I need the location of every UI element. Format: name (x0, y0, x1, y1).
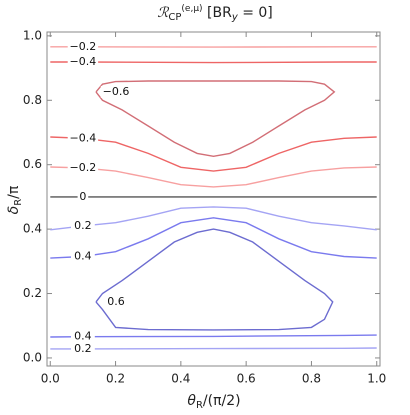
x-tick-label: 0.8 (302, 372, 321, 386)
contour-label: −0.6 (103, 85, 130, 98)
contour-line (50, 136, 377, 172)
contour-line (50, 334, 377, 338)
x-axis-label: θR/(π/2) (187, 393, 240, 411)
contour-label: 0 (79, 190, 86, 203)
contour-label: 0.6 (107, 295, 125, 308)
title-part: = 0] (238, 5, 273, 21)
contour-label-bg (67, 161, 99, 174)
contour-label-bg (71, 330, 95, 343)
contour-label: −0.4 (70, 131, 97, 144)
contour-label: −0.4 (70, 55, 97, 68)
y-tick-label: 0.4 (23, 222, 42, 236)
x-tick-label: 0.4 (171, 372, 190, 386)
contour-label-bg (104, 295, 128, 308)
title-part: (e,μ) (181, 4, 202, 14)
contour-line (50, 347, 377, 350)
contour-label-bg (71, 250, 95, 263)
contour-line (50, 217, 377, 259)
contour-label-bg (71, 342, 95, 355)
contour-label: 0.4 (74, 330, 92, 343)
y-label-part: /π (6, 185, 22, 199)
contour-label: 0.2 (74, 219, 92, 232)
y-tick-label: 0.0 (23, 350, 42, 364)
x-tick-label: 0.6 (237, 372, 256, 386)
x-tick-label: 1.0 (367, 372, 386, 386)
contour-label: 0.2 (74, 342, 92, 355)
plot-frame (46, 31, 381, 367)
contour-label: −0.2 (70, 161, 97, 174)
contour-label-bg (100, 85, 132, 98)
y-tick-label: 1.0 (23, 28, 42, 42)
contour-line (95, 80, 336, 158)
y-tick-label: 0.8 (23, 93, 42, 107)
contour-line (95, 228, 334, 331)
title-part: y (231, 12, 239, 23)
x-label-part: R (196, 400, 203, 411)
contour-label-bg (77, 190, 89, 203)
y-label-part: δ (6, 206, 22, 215)
x-label-part: θ (187, 393, 196, 409)
contour-line (50, 61, 377, 64)
contour-line (50, 206, 377, 231)
contour-label-bg (67, 55, 99, 68)
contour-label-bg (71, 219, 95, 232)
contour-line (50, 166, 377, 188)
title-part: ℛ (157, 5, 169, 21)
y-tick-label: 0.2 (23, 286, 42, 300)
x-tick-label: 0.2 (106, 372, 125, 386)
title-part: CP (168, 12, 181, 23)
y-label-part: R (13, 199, 24, 206)
title-part: [BR (203, 5, 233, 21)
contour-label-bg (67, 40, 99, 53)
contour-label: 0.4 (74, 249, 92, 262)
chart-title: ℛCP(e,μ) [BRy = 0] (157, 4, 273, 24)
contour-label-bg (67, 132, 99, 145)
x-label-part: /(π/2) (203, 393, 241, 409)
x-tick-label: 0.0 (41, 372, 60, 386)
y-tick-label: 0.6 (23, 157, 42, 171)
y-axis-label: δR/π (6, 185, 24, 214)
contour-label: −0.2 (70, 40, 97, 53)
